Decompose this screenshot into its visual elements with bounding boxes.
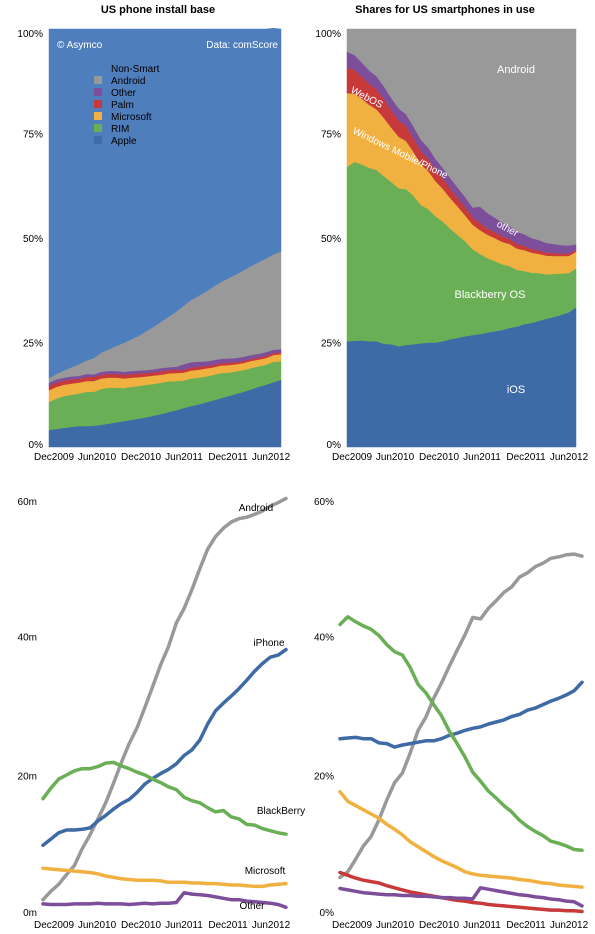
y-tick-label: 0% bbox=[320, 908, 335, 919]
line-other bbox=[338, 886, 584, 908]
y-tick-label: 75% bbox=[23, 130, 43, 141]
x-tick-label: Dec2009 bbox=[332, 452, 372, 463]
line-iphone bbox=[41, 647, 288, 848]
shares-title: Shares for US smartphones in use bbox=[355, 4, 535, 16]
x-tick-label: Dec2011 bbox=[506, 920, 546, 931]
x-tick-label: Dec2011 bbox=[506, 452, 546, 463]
x-tick-label: Jun2010 bbox=[376, 452, 415, 463]
x-tick-label: Dec2009 bbox=[34, 452, 74, 463]
x-tick-label: Dec2011 bbox=[208, 920, 248, 931]
label-iphone-units: iPhone bbox=[253, 638, 285, 649]
y-tick-label: 0m bbox=[23, 908, 37, 919]
credit-asymco: © Asymco bbox=[57, 40, 103, 51]
line-ios bbox=[338, 680, 584, 749]
line-palm bbox=[338, 870, 584, 914]
y-tick-label: 25% bbox=[23, 339, 43, 350]
y-tick-label: 40% bbox=[314, 632, 334, 643]
label-other-units: Other bbox=[239, 901, 265, 912]
line-blackberry bbox=[338, 615, 584, 852]
label-blackberry-units: BlackBerry bbox=[257, 806, 305, 817]
area-non-smart bbox=[48, 27, 282, 379]
y-tick-label: 25% bbox=[321, 339, 341, 350]
label-blackberry-os: Blackberry OS bbox=[455, 289, 526, 301]
legend-non-smart: Non-Smart bbox=[111, 64, 160, 75]
x-tick-label: Jun2012 bbox=[550, 920, 589, 931]
x-tick-label: Dec2010 bbox=[419, 452, 459, 463]
x-tick-label: Jun2011 bbox=[165, 920, 203, 931]
shares-chart: 0% 25% 50% 75% 100% Dec2009 Jun2010 Dec2010 Jun2… bbox=[315, 28, 589, 463]
x-tick-label: Jun2010 bbox=[376, 920, 415, 931]
legend-swatch bbox=[94, 76, 102, 84]
label-microsoft-units: Microsoft bbox=[245, 866, 286, 877]
y-tick-label: 20% bbox=[314, 772, 334, 783]
credit-comscore: Data: comScore bbox=[206, 40, 278, 51]
x-tick-label: Jun2011 bbox=[463, 452, 501, 463]
y-tick-label: 60m bbox=[18, 497, 37, 508]
x-tick-label: Dec2009 bbox=[332, 920, 372, 931]
legend-palm: Palm bbox=[111, 100, 134, 111]
line-android bbox=[41, 496, 288, 902]
y-tick-label: 40m bbox=[18, 632, 37, 643]
line-other bbox=[41, 890, 288, 910]
x-tick-label: Dec2011 bbox=[208, 452, 248, 463]
install-base-chart: 0% 25% 50% 75% 100% Dec2009 Jun2010 Dec2010 Jun2… bbox=[17, 27, 291, 463]
y-tick-label: 50% bbox=[321, 234, 341, 245]
x-tick-label: Jun2011 bbox=[165, 452, 203, 463]
x-tick-label: Jun2010 bbox=[78, 452, 117, 463]
units-line-chart: 0m 20m 40m 60m Dec2009 Jun2010 Dec2010 Jun2011 D… bbox=[18, 496, 291, 931]
x-tick-label: Jun2012 bbox=[252, 920, 291, 931]
x-tick-label: Jun2012 bbox=[550, 452, 589, 463]
x-tick-label: Dec2010 bbox=[121, 452, 161, 463]
line-microsoft bbox=[338, 789, 584, 889]
y-tick-label: 100% bbox=[17, 29, 43, 40]
legend-swatch bbox=[94, 64, 102, 72]
x-tick-label: Jun2012 bbox=[252, 452, 291, 463]
legend-rim: RIM bbox=[111, 124, 129, 135]
y-tick-label: 0% bbox=[29, 440, 44, 451]
legend-android: Android bbox=[111, 76, 145, 87]
y-tick-label: 60% bbox=[314, 497, 334, 508]
label-android-units: Android bbox=[239, 503, 273, 514]
y-tick-label: 0% bbox=[327, 440, 342, 451]
x-tick-label: Dec2010 bbox=[121, 920, 161, 931]
label-android-share: Android bbox=[497, 64, 535, 76]
x-tick-label: Dec2009 bbox=[34, 920, 74, 931]
y-tick-label: 50% bbox=[23, 234, 43, 245]
legend-swatch bbox=[94, 136, 102, 144]
x-tick-label: Jun2011 bbox=[463, 920, 501, 931]
legend-microsoft: Microsoft bbox=[111, 112, 152, 123]
y-tick-label: 100% bbox=[315, 29, 341, 40]
legend-swatch bbox=[94, 100, 102, 108]
line-microsoft bbox=[41, 866, 288, 889]
legend: Non-Smart Android Other Palm Microsoft R… bbox=[94, 64, 160, 147]
y-tick-label: 75% bbox=[321, 130, 341, 141]
y-tick-label: 20m bbox=[18, 772, 37, 783]
shares-line-chart: 0% 20% 40% 60% Dec2009 Jun2010 Dec2010 Jun2011 D… bbox=[314, 497, 589, 931]
install-base-title: US phone install base bbox=[101, 4, 215, 16]
legend-swatch bbox=[94, 124, 102, 132]
line-android bbox=[338, 552, 584, 880]
x-tick-label: Dec2010 bbox=[419, 920, 459, 931]
line-blackberry bbox=[41, 760, 288, 836]
label-ios: iOS bbox=[507, 384, 525, 396]
x-tick-label: Jun2010 bbox=[78, 920, 117, 931]
legend-swatch bbox=[94, 88, 102, 96]
area-android bbox=[346, 28, 577, 246]
legend-swatch bbox=[94, 112, 102, 120]
legend-apple: Apple bbox=[111, 136, 137, 147]
legend-other: Other bbox=[111, 88, 137, 99]
